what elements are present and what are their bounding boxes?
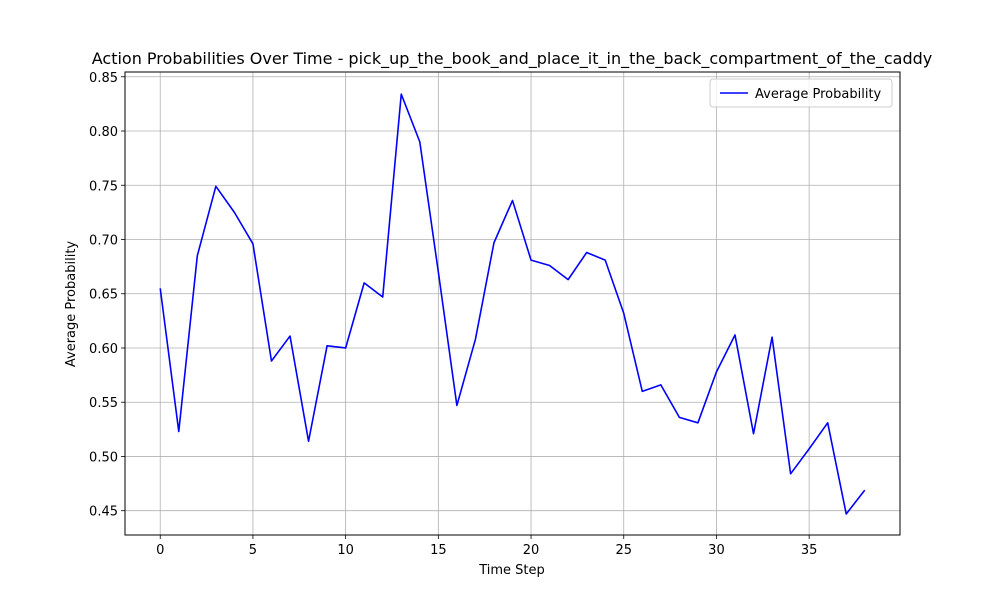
y-tick-label: 0.85	[89, 71, 118, 86]
x-tick-label: 20	[523, 543, 540, 558]
legend-label: Average Probability	[755, 87, 882, 102]
x-tick-label: 30	[708, 543, 725, 558]
series-line	[159, 93, 866, 515]
y-tick-label: 0.55	[89, 396, 118, 411]
y-tick-label: 0.50	[89, 450, 118, 465]
chart-title: Action Probabilities Over Time - pick_up…	[92, 49, 933, 69]
x-axis-label: Time Step	[478, 563, 545, 578]
x-tick-label: 0	[156, 543, 164, 558]
x-tick-label: 35	[801, 543, 818, 558]
x-tick-label: 25	[615, 543, 632, 558]
legend-box	[709, 78, 893, 108]
y-tick-label: 0.60	[89, 342, 118, 357]
x-axis-ticks: 0 5 10 15 20 25 30 35	[156, 535, 817, 558]
x-tick-label: 15	[430, 543, 447, 558]
y-axis-ticks: 0.45 0.50 0.55 0.60 0.65 0.70 0.75 0.80 0.85	[89, 71, 125, 520]
series-layer	[159, 93, 866, 515]
y-tick-label: 0.70	[89, 233, 118, 248]
y-tick-label: 0.45	[89, 505, 118, 520]
grid-lines	[125, 72, 900, 535]
legend: Average Probability	[709, 78, 893, 108]
y-tick-label: 0.80	[89, 125, 118, 140]
x-tick-label: 5	[249, 543, 257, 558]
y-tick-label: 0.65	[89, 288, 118, 303]
x-tick-label: 10	[337, 543, 354, 558]
y-tick-label: 0.75	[89, 179, 118, 194]
y-axis-label: Average Probability	[64, 241, 79, 368]
plot-frame	[124, 71, 901, 536]
